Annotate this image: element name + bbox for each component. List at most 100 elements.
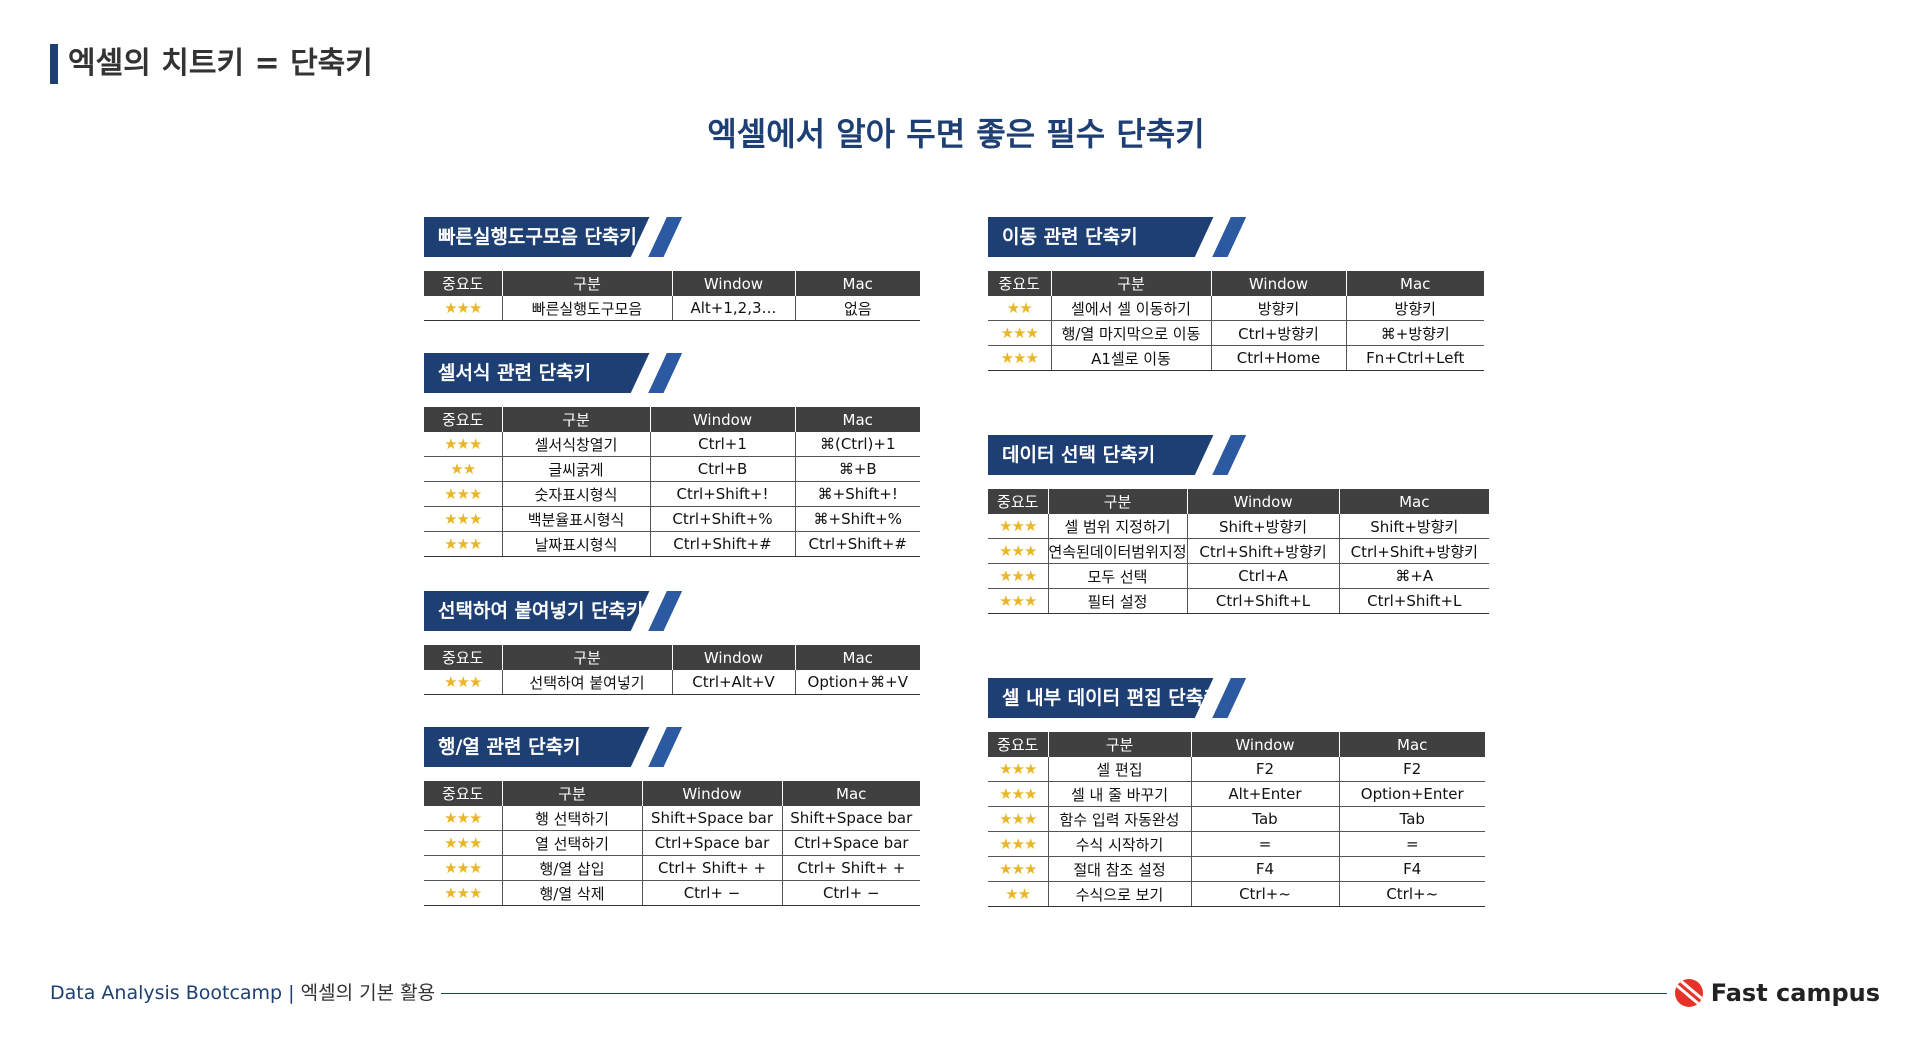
category-cell: 수식 시작하기 (1047, 831, 1191, 857)
shortcut-table: 중요도 구분 Window Mac ★★★ 셀서식창열기 Ctrl+1 ⌘(Ctrl)+1 ★★… (424, 407, 920, 557)
header-importance: 중요도 (424, 407, 502, 432)
importance-stars: ★★ (424, 456, 502, 482)
footer: Data Analysis Bootcamp | 엑셀의 기본 활용 Fast … (50, 978, 1880, 1008)
importance-stars: ★★★ (424, 806, 502, 831)
table-row: ★★ 수식으로 보기 Ctrl+~ Ctrl+~ (988, 881, 1485, 907)
category-cell: 수식으로 보기 (1047, 881, 1191, 907)
mac-shortcut-cell: Ctrl+Shift+L (1338, 588, 1490, 614)
category-cell: 행/열 삭제 (501, 880, 642, 906)
table-row: ★★★ 셀 범위 지정하기 Shift+방향키 Shift+방향키 (988, 514, 1490, 539)
table-row: ★★★ 연속된데이터범위지정 Ctrl+Shift+방향키 Ctrl+Shift+방향… (988, 538, 1490, 564)
section-quick-access: 빠른실행도구모음 단축키 중요도 구분 Window Mac ★★★ 빠른실행도구모음 Alt… (424, 217, 920, 321)
header-category: 구분 (501, 271, 672, 296)
window-shortcut-cell: Alt+Enter (1190, 781, 1339, 807)
window-shortcut-cell: Ctrl+B (649, 456, 795, 482)
window-shortcut-cell: Ctrl+Shift+L (1186, 588, 1340, 614)
importance-stars: ★★★ (424, 855, 502, 881)
header-window: Window (671, 271, 795, 296)
header-category: 구분 (1047, 732, 1191, 757)
table-header-row: 중요도 구분 Window Mac (424, 645, 920, 670)
window-shortcut-cell: Ctrl+Space bar (641, 830, 782, 856)
mac-shortcut-cell: Option+Enter (1338, 781, 1485, 807)
mac-shortcut-cell: Tab (1338, 806, 1485, 832)
importance-stars: ★★★ (424, 296, 502, 321)
header-category: 구분 (1047, 489, 1188, 514)
category-cell: 셀 내 줄 바꾸기 (1047, 781, 1191, 807)
importance-stars: ★★★ (988, 320, 1051, 346)
importance-stars: ★★★ (424, 830, 502, 856)
page-title: 엑셀의 치트키 = 단축키 (50, 44, 373, 84)
header-importance: 중요도 (424, 271, 502, 296)
mac-shortcut-cell: ⌘(Ctrl)+1 (794, 432, 920, 457)
table-row: ★★★ 행/열 마지막으로 이동 Ctrl+방향키 ⌘+방향키 (988, 320, 1484, 346)
importance-stars: ★★★ (988, 538, 1048, 564)
importance-stars: ★★★ (988, 563, 1048, 589)
shortcut-table: 중요도 구분 Window Mac ★★★ 셀 범위 지정하기 Shift+방향키 Shift… (988, 489, 1490, 614)
mac-shortcut-cell: 없음 (794, 296, 920, 321)
category-cell: 셀 범위 지정하기 (1047, 514, 1188, 539)
table-row: ★★ 글씨굵게 Ctrl+B ⌘+B (424, 456, 920, 482)
mac-shortcut-cell: Ctrl+ Shift+ + (781, 855, 920, 881)
importance-stars: ★★★ (988, 757, 1048, 782)
main-heading: 엑셀에서 알아 두면 좋은 필수 단축키 (707, 115, 1205, 153)
window-shortcut-cell: Ctrl+ Shift+ + (641, 855, 782, 881)
mac-shortcut-cell: Ctrl+~ (1338, 881, 1485, 907)
category-cell: 글씨굵게 (501, 456, 650, 482)
mac-shortcut-cell: Shift+Space bar (781, 806, 920, 831)
table-row: ★★★ 행/열 삽입 Ctrl+ Shift+ + Ctrl+ Shift+ + (424, 855, 920, 881)
category-cell: 절대 참조 설정 (1047, 856, 1191, 882)
table-row: ★★★ A1셀로 이동 Ctrl+Home Fn+Ctrl+Left (988, 345, 1484, 371)
section-title: 셀서식 관련 단축키 (424, 353, 694, 393)
category-cell: 필터 설정 (1047, 588, 1188, 614)
table-header-row: 중요도 구분 Window Mac (988, 489, 1490, 514)
mac-shortcut-cell: Ctrl+Shift+# (794, 531, 920, 557)
table-row: ★★★ 숫자표시형식 Ctrl+Shift+! ⌘+Shift+! (424, 481, 920, 507)
header-mac: Mac (794, 407, 920, 432)
window-shortcut-cell: = (1190, 831, 1339, 857)
category-cell: 열 선택하기 (501, 830, 642, 856)
section-title: 빠른실행도구모음 단축키 (424, 217, 694, 257)
window-shortcut-cell: F4 (1190, 856, 1339, 882)
window-shortcut-cell: Shift+Space bar (641, 806, 782, 831)
footer-divider (50, 993, 1680, 994)
mac-shortcut-cell: ⌘+Shift+! (794, 481, 920, 507)
section-title: 이동 관련 단축키 (988, 217, 1258, 257)
window-shortcut-cell: 방향키 (1210, 296, 1346, 321)
header-window: Window (1190, 732, 1339, 757)
category-cell: 행/열 마지막으로 이동 (1050, 320, 1211, 346)
mac-shortcut-cell: Fn+Ctrl+Left (1345, 345, 1484, 371)
header-mac: Mac (794, 645, 920, 670)
brand: Fast campus (1666, 978, 1880, 1008)
category-cell: A1셀로 이동 (1050, 345, 1211, 371)
table-row: ★★★ 모두 선택 Ctrl+A ⌘+A (988, 563, 1490, 589)
header-mac: Mac (781, 781, 920, 806)
mac-shortcut-cell: 방향키 (1345, 296, 1484, 321)
importance-stars: ★★★ (424, 531, 502, 557)
header-window: Window (649, 407, 795, 432)
table-row: ★★★ 행/열 삭제 Ctrl+ − Ctrl+ − (424, 880, 920, 906)
table-row: ★★★ 함수 입력 자동완성 Tab Tab (988, 806, 1485, 832)
footer-course-info: Data Analysis Bootcamp | 엑셀의 기본 활용 (50, 978, 442, 1008)
header-mac: Mac (794, 271, 920, 296)
window-shortcut-cell: Ctrl+1 (649, 432, 795, 457)
category-cell: 행 선택하기 (501, 806, 642, 831)
header-window: Window (671, 645, 795, 670)
category-cell: 연속된데이터범위지정 (1047, 538, 1188, 564)
header-importance: 중요도 (988, 271, 1051, 296)
window-shortcut-cell: F2 (1190, 757, 1339, 782)
header-mac: Mac (1338, 489, 1490, 514)
mac-shortcut-cell: Ctrl+ − (781, 880, 920, 906)
header-window: Window (641, 781, 782, 806)
window-shortcut-cell: Alt+1,2,3… (671, 296, 795, 321)
table-row: ★★★ 셀서식창열기 Ctrl+1 ⌘(Ctrl)+1 (424, 432, 920, 457)
category-cell: 행/열 삽입 (501, 855, 642, 881)
category-cell: 날짜표시형식 (501, 531, 650, 557)
importance-stars: ★★★ (988, 831, 1048, 857)
importance-stars: ★★★ (988, 514, 1048, 539)
brand-name: Fast campus (1710, 979, 1880, 1007)
table-header-row: 중요도 구분 Window Mac (424, 271, 920, 296)
window-shortcut-cell: Ctrl+Shift+! (649, 481, 795, 507)
table-row: ★★★ 절대 참조 설정 F4 F4 (988, 856, 1485, 882)
table-header-row: 중요도 구분 Window Mac (424, 407, 920, 432)
